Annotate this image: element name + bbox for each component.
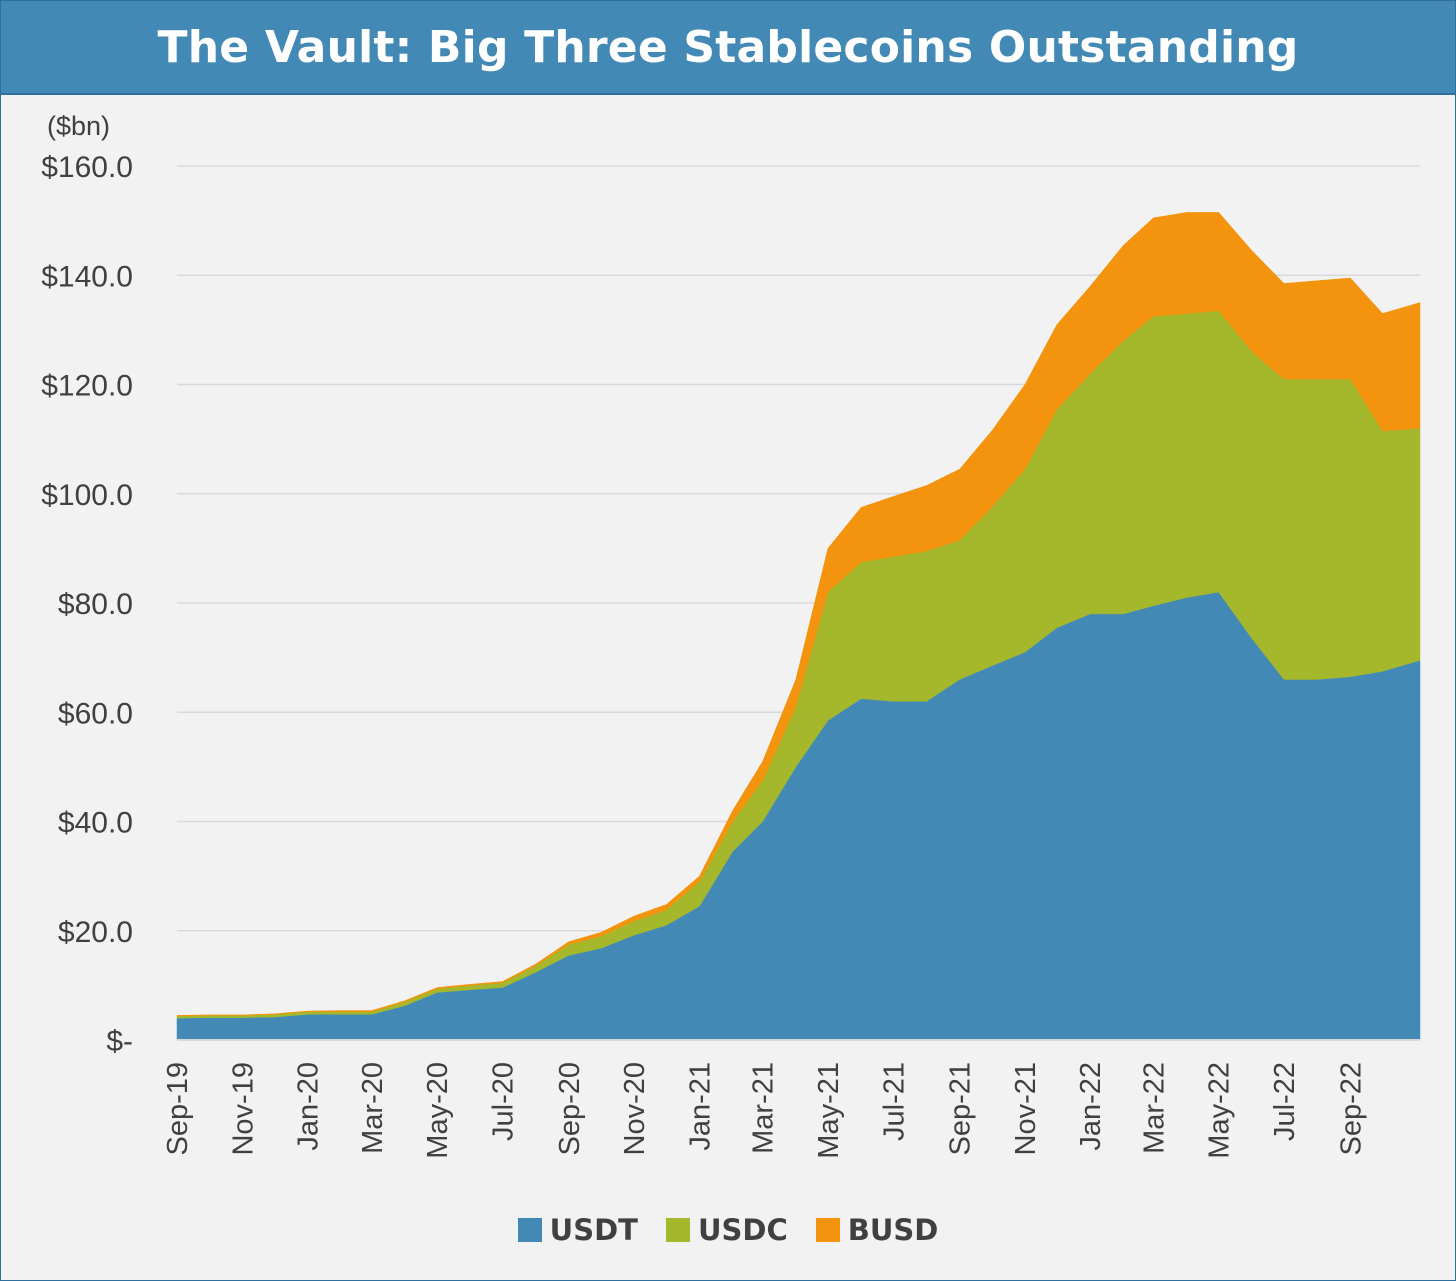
legend-item-busd: BUSD — [815, 1213, 939, 1247]
x-tick-label: Jul-22 — [1269, 1062, 1301, 1141]
y-tick-label: $120.0 — [41, 370, 133, 403]
y-tick-label: $40.0 — [58, 807, 133, 840]
x-tick-label: Mar-21 — [748, 1062, 780, 1154]
legend-swatch — [815, 1218, 840, 1242]
area-series-busd — [176, 212, 1421, 1017]
y-axis-unit-label: ($bn) — [47, 111, 110, 141]
y-tick-label: $100.0 — [41, 479, 133, 512]
y-tick-label: $140.0 — [41, 260, 133, 293]
y-tick-label: $- — [106, 1025, 133, 1058]
x-tick-label: Sep-19 — [162, 1062, 194, 1156]
chart-title: The Vault: Big Three Stablecoins Outstan… — [157, 21, 1299, 73]
legend-item-usdc: USDC — [665, 1213, 788, 1247]
x-tick-label: Nov-21 — [1010, 1062, 1042, 1156]
x-tick-label: Jan-21 — [684, 1062, 716, 1151]
x-tick-label: Jan-20 — [293, 1062, 325, 1151]
x-tick-label: Jan-22 — [1075, 1062, 1107, 1151]
x-tick-label: Sep-20 — [554, 1062, 586, 1156]
legend-swatch — [517, 1218, 542, 1242]
x-tick-label: Jul-20 — [487, 1062, 519, 1141]
legend-label: BUSD — [847, 1213, 939, 1247]
x-tick-label: May-21 — [813, 1062, 845, 1159]
y-tick-label: $80.0 — [58, 588, 133, 621]
x-tick-label: Sep-22 — [1335, 1062, 1367, 1156]
x-tick-label: May-22 — [1204, 1062, 1236, 1159]
legend-label: USDC — [697, 1213, 788, 1247]
y-tick-label: $60.0 — [58, 697, 133, 730]
x-tick-label: Jul-21 — [878, 1062, 910, 1141]
x-tick-label: Nov-20 — [619, 1062, 651, 1156]
x-tick-label: Mar-22 — [1138, 1062, 1170, 1154]
x-tick-label: May-20 — [422, 1062, 454, 1159]
x-tick-label: Sep-21 — [945, 1062, 977, 1156]
y-tick-label: $160.0 — [41, 151, 133, 184]
area-series-usdt — [176, 591, 1421, 1041]
x-tick-label: Nov-19 — [227, 1062, 259, 1156]
y-tick-label: $20.0 — [58, 916, 133, 949]
x-tick-label: Mar-20 — [357, 1062, 389, 1154]
legend: USDT USDC BUSD — [0, 1208, 1456, 1252]
legend-label: USDT — [549, 1213, 638, 1247]
legend-swatch — [665, 1218, 690, 1242]
title-bar: The Vault: Big Three Stablecoins Outstan… — [1, 1, 1455, 95]
legend-item-usdt: USDT — [517, 1213, 638, 1247]
